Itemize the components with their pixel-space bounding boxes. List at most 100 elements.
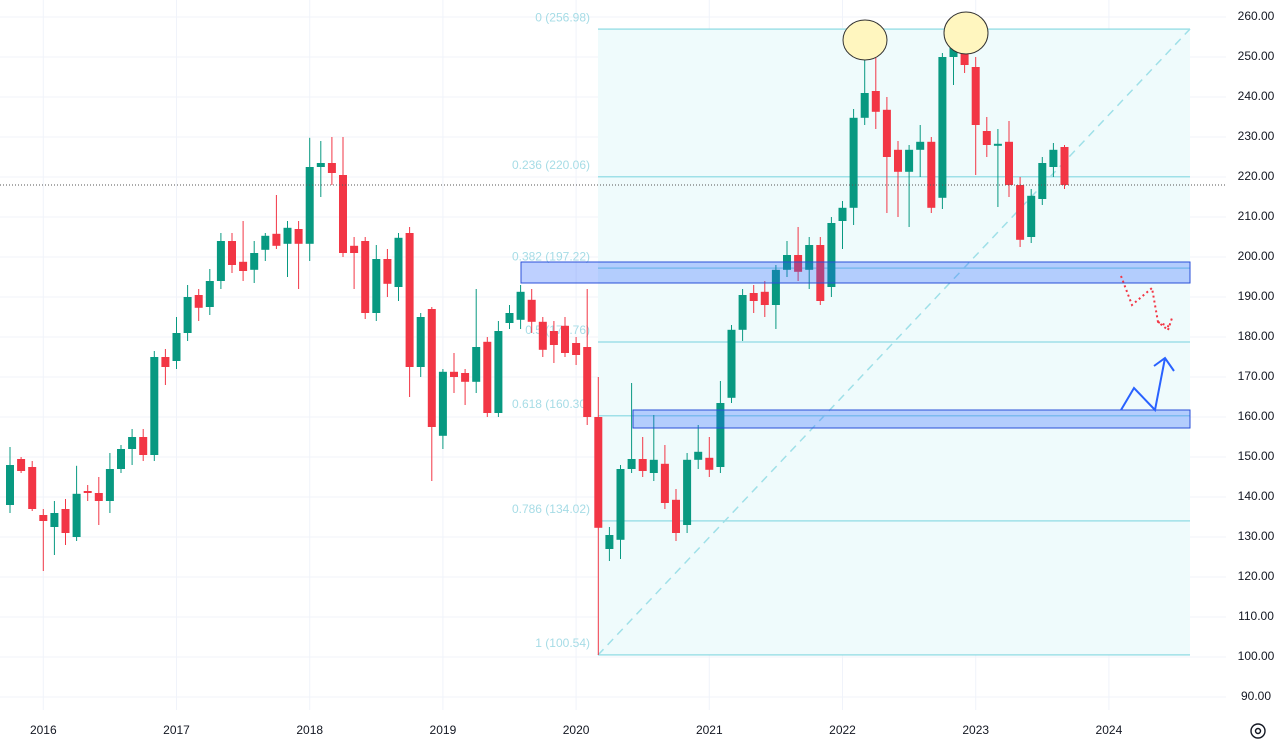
candle-body xyxy=(483,341,492,413)
candle-body xyxy=(705,457,714,470)
candle-body xyxy=(61,509,70,533)
candle-body xyxy=(339,175,347,253)
y-tick-label: 220.00 xyxy=(1238,169,1275,183)
candle-body xyxy=(971,67,980,125)
candle-body xyxy=(361,241,370,313)
candle-body xyxy=(216,241,225,281)
candle-body xyxy=(472,347,481,382)
y-tick-label: 120.00 xyxy=(1238,569,1275,583)
candle-body xyxy=(927,141,936,208)
candle-body xyxy=(549,331,558,345)
candle-body xyxy=(1016,185,1025,240)
candle-body xyxy=(660,463,669,503)
candle-body xyxy=(305,167,314,244)
gear-outline[interactable] xyxy=(1250,723,1266,739)
candle-body xyxy=(327,163,336,173)
candle-body xyxy=(172,333,181,361)
candle-body xyxy=(139,437,148,455)
y-tick-label: 140.00 xyxy=(1238,489,1275,503)
candles xyxy=(6,31,1069,655)
candle-body xyxy=(128,437,137,449)
y-tick-label: 160.00 xyxy=(1238,409,1275,423)
candle-body xyxy=(427,309,436,427)
y-tick-label: 90.00 xyxy=(1241,689,1271,703)
candle-body xyxy=(816,245,825,301)
candle-body xyxy=(6,465,14,505)
x-tick-label: 2017 xyxy=(163,723,190,737)
candle-body xyxy=(860,93,869,118)
x-tick-label: 2022 xyxy=(829,723,856,737)
candle-body xyxy=(150,357,159,455)
candle-body xyxy=(538,321,547,350)
gear-center[interactable] xyxy=(1254,727,1262,735)
y-tick-label: 190.00 xyxy=(1238,289,1275,303)
candle-body xyxy=(638,459,647,471)
y-tick-label: 130.00 xyxy=(1238,529,1275,543)
candle-body xyxy=(494,331,503,413)
fib-level-label: 1 (100.54) xyxy=(535,636,590,650)
candle-body xyxy=(683,459,692,525)
candle-body xyxy=(805,245,814,270)
bearish-path xyxy=(1120,275,1169,331)
x-tick-label: 2019 xyxy=(430,723,457,737)
candle-body xyxy=(17,459,26,471)
candle-body xyxy=(894,149,902,172)
candle-body xyxy=(838,207,847,221)
candle-body xyxy=(882,109,891,157)
candle-body xyxy=(616,469,625,540)
x-tick-label: 2020 xyxy=(563,723,590,737)
candle-body xyxy=(905,149,914,172)
candle-body xyxy=(605,535,614,549)
candle-body xyxy=(39,515,48,521)
candle-body xyxy=(250,253,259,270)
candle-body xyxy=(516,291,525,320)
candle-body xyxy=(949,47,958,57)
candle-body xyxy=(372,259,381,313)
candle-body xyxy=(916,141,925,150)
y-tick-label: 260.00 xyxy=(1238,9,1275,23)
bearish-arrowhead xyxy=(1157,317,1173,331)
candle-body xyxy=(760,291,769,305)
candle-body xyxy=(627,459,636,469)
candle-body xyxy=(316,163,325,167)
candle-body xyxy=(738,295,747,330)
y-tick-label: 150.00 xyxy=(1238,449,1275,463)
candle-body xyxy=(161,357,170,367)
candle-body xyxy=(416,317,425,367)
candle-body xyxy=(505,313,514,323)
candle-body xyxy=(1060,147,1069,185)
candle-body xyxy=(1005,141,1013,185)
candle-body xyxy=(228,241,236,265)
candle-body xyxy=(749,293,758,301)
candle-body xyxy=(105,469,114,501)
y-tick-label: 100.00 xyxy=(1238,649,1275,663)
candle-body xyxy=(716,403,725,467)
x-tick-label: 2016 xyxy=(30,723,57,737)
x-tick-label: 2023 xyxy=(962,723,989,737)
settings-button[interactable] xyxy=(1250,723,1266,739)
top-marker xyxy=(842,19,888,61)
candle-body xyxy=(1038,163,1047,199)
candle-body xyxy=(461,373,470,382)
candle-body xyxy=(594,417,603,528)
candle-body xyxy=(383,259,392,284)
candle-body xyxy=(94,493,103,501)
y-tick-label: 180.00 xyxy=(1238,329,1275,343)
fib-trend-line xyxy=(597,28,1191,656)
y-tick-label: 200.00 xyxy=(1238,249,1275,263)
candle-body xyxy=(572,343,581,355)
candle-body xyxy=(50,513,59,527)
candle-body xyxy=(294,229,303,244)
x-tick-label: 2018 xyxy=(296,723,323,737)
fib-level-label: 0.382 (197.22) xyxy=(512,249,590,263)
candle-body xyxy=(527,299,536,322)
top-marker xyxy=(943,11,989,55)
resistance-zone xyxy=(520,261,1191,284)
candle-body xyxy=(394,237,403,287)
y-tick-label: 210.00 xyxy=(1238,209,1275,223)
fib-level-label: 0 (256.98) xyxy=(535,10,590,24)
x-tick-label: 2021 xyxy=(696,723,723,737)
y-tick-label: 250.00 xyxy=(1238,49,1275,63)
fib-level-label: 0.786 (134.02) xyxy=(512,502,590,516)
candle-body xyxy=(350,245,359,253)
